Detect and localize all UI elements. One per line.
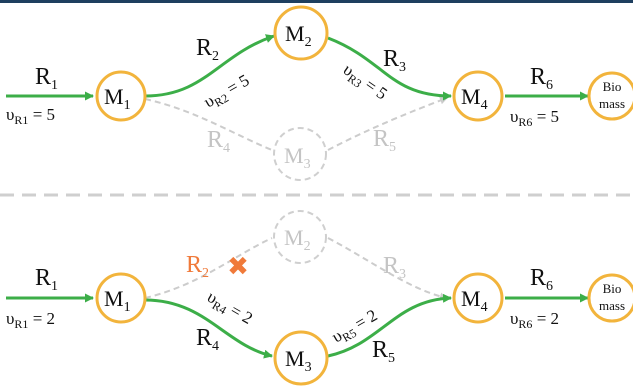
top-m3-label: M3 (284, 143, 311, 172)
top-edge-r3 (327, 36, 452, 101)
top-biomass-label-line1: Bio (603, 79, 622, 94)
top-r2-label: R2 (196, 35, 219, 64)
top-edge-r2 (144, 34, 275, 98)
bottom-node-m1 (95, 272, 147, 324)
top-edge-r5 (327, 96, 448, 151)
bottom-node-biomass (587, 273, 633, 323)
top-r4-label: R4 (207, 127, 230, 156)
bottom-rate-r1: υR1 = 2 (6, 309, 55, 331)
bottom-rate-r6: υR6 = 2 (510, 309, 559, 331)
bottom-m4-label: M4 (461, 286, 488, 315)
top-panel: M1 M2 M3 M4 Bio mass R1 R2 R3 R4 R5 R6 υ… (6, 5, 633, 181)
bottom-node-m2 (273, 210, 327, 264)
bottom-r3-label: R3 (383, 253, 406, 282)
top-node-m3 (273, 127, 327, 181)
top-r3-label: R3 (383, 46, 406, 75)
bottom-edge-r5 (327, 293, 452, 358)
top-rate-r6: υR6 = 5 (510, 107, 559, 129)
bottom-biomass-label-line1: Bio (603, 281, 622, 296)
top-r6-label: R6 (530, 64, 553, 93)
top-r1-label: R1 (35, 64, 58, 93)
bottom-panel: M1 M2 M3 M4 Bio mass R1 R2 R3 R4 R5 R6 ✖… (6, 210, 633, 386)
bottom-edge-r4 (144, 298, 273, 359)
bottom-m3-label: M3 (285, 346, 312, 375)
top-m4-label: M4 (461, 84, 488, 113)
bottom-r1-label: R1 (35, 265, 58, 294)
top-biomass-label-line2: mass (599, 96, 625, 111)
top-node-m4 (452, 70, 504, 122)
top-rate-r1: υR1 = 5 (6, 105, 55, 127)
bottom-r4-label: R4 (196, 325, 219, 354)
bottom-r5-label: R5 (372, 337, 395, 366)
bottom-m1-label: M1 (104, 286, 131, 315)
bottom-r6-label: R6 (530, 265, 553, 294)
bottom-r2-label: R2 (186, 252, 209, 281)
top-m2-label: M2 (285, 21, 312, 50)
top-node-m2 (273, 5, 329, 61)
knockout-x-icon: ✖ (227, 252, 249, 282)
top-r5-label: R5 (373, 126, 396, 155)
bottom-edge-r3 (327, 237, 448, 301)
top-rate-r2: υR2 = 5 (201, 70, 254, 114)
bottom-m2-label: M2 (284, 225, 311, 254)
bottom-biomass-label-line2: mass (599, 298, 625, 313)
top-node-m1 (95, 70, 147, 122)
top-edge-r4 (144, 98, 273, 151)
bottom-node-m3 (273, 330, 329, 386)
top-accent-bar (0, 0, 633, 3)
top-m1-label: M1 (104, 84, 131, 113)
top-node-biomass (587, 71, 633, 121)
bottom-node-m4 (452, 272, 504, 324)
